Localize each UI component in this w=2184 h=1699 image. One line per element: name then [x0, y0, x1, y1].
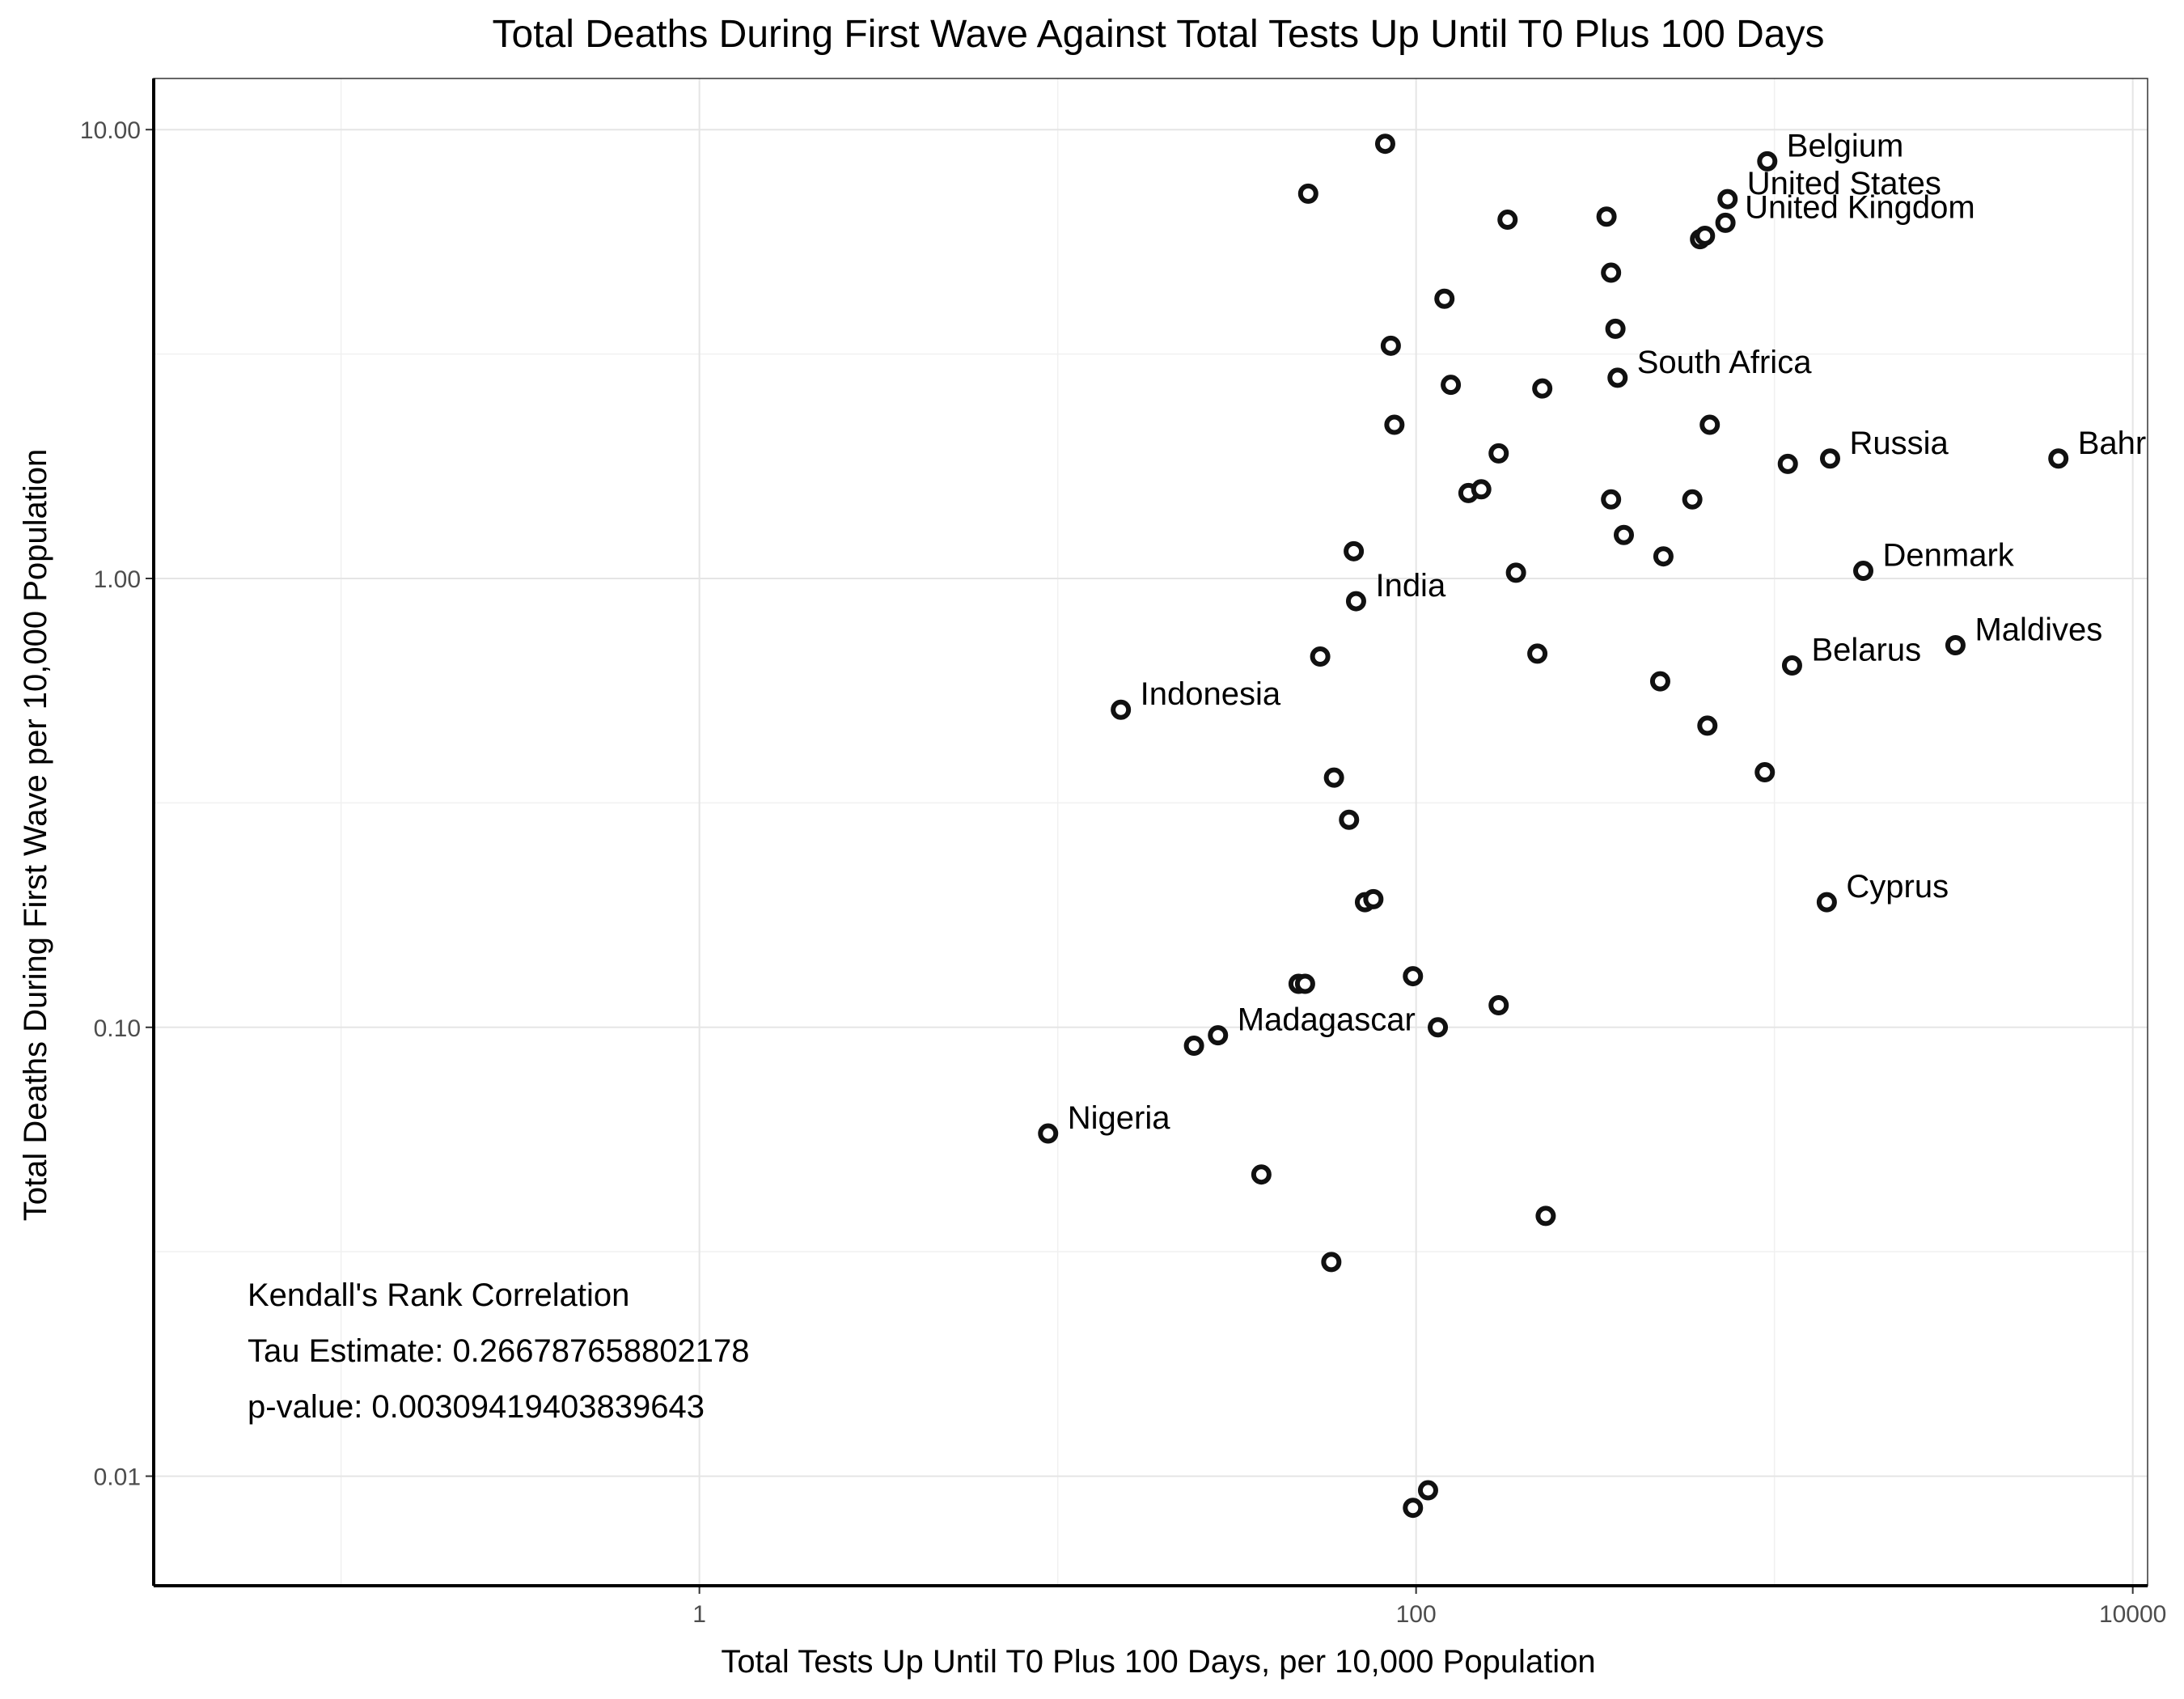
annotation-line-2: Tau Estimate: 0.266787658802178 [248, 1333, 750, 1369]
data-point [1384, 414, 1405, 435]
point-label: Maldives [1974, 612, 2102, 648]
annotation-line-1: Kendall's Rank Correlation [248, 1277, 629, 1313]
point-label: Madagascar [1238, 1002, 1416, 1038]
data-point [1441, 375, 1462, 396]
y-tick-label: 0.10 [94, 1015, 141, 1042]
annotation-line-3: p-value: 0.00309419403839643 [248, 1389, 705, 1425]
data-point [1417, 1480, 1438, 1501]
data-point [1505, 562, 1526, 583]
data-point [1403, 966, 1424, 987]
data-point [1321, 1252, 1342, 1273]
data-point [1695, 225, 1716, 246]
data-point [1251, 1164, 1272, 1185]
data-point [1699, 414, 1721, 435]
data-point [1038, 1123, 1059, 1144]
x-tick-label: 10000 [2099, 1601, 2166, 1628]
data-point [1310, 646, 1331, 667]
data-points [1038, 133, 2069, 1519]
data-point [1649, 671, 1670, 692]
data-point [1374, 133, 1395, 155]
point-label: Bahr [2078, 426, 2147, 461]
data-point [1945, 635, 1966, 656]
data-point [1777, 453, 1798, 474]
data-point [1613, 524, 1634, 545]
data-point [1596, 206, 1617, 227]
data-point [1819, 448, 1840, 469]
data-point [1653, 546, 1674, 567]
data-point [1757, 150, 1778, 172]
data-point [1323, 767, 1344, 788]
data-point [1527, 643, 1548, 664]
data-point [1434, 288, 1455, 309]
data-point [1715, 212, 1736, 233]
data-point [1781, 655, 1802, 676]
point-label: South Africa [1637, 345, 1812, 380]
data-point [1363, 888, 1384, 909]
data-point [2048, 448, 2069, 469]
data-point [1344, 540, 1365, 561]
point-label: Belarus [1811, 633, 1921, 668]
point-label: Indonesia [1141, 676, 1281, 712]
data-point [1853, 561, 1874, 582]
data-point [1471, 479, 1492, 500]
y-tick-label: 10.00 [80, 117, 141, 144]
data-point [1345, 591, 1366, 612]
y-tick-label: 1.00 [94, 566, 141, 593]
point-label: Cyprus [1846, 869, 1949, 905]
data-point [1208, 1025, 1229, 1046]
data-point [1816, 892, 1837, 913]
point-label: United Kingdom [1745, 189, 1975, 225]
x-tick-label: 1 [692, 1601, 706, 1628]
point-label: Russia [1849, 426, 1949, 461]
data-point [1607, 367, 1628, 388]
data-point [1297, 183, 1318, 204]
data-point [1682, 489, 1703, 510]
grid-lines [154, 78, 2148, 1586]
data-point [1380, 335, 1401, 356]
point-label: Belgium [1787, 128, 1904, 163]
data-point [1605, 318, 1626, 339]
data-point [1294, 973, 1315, 994]
data-point [1717, 189, 1738, 210]
data-point [1183, 1036, 1204, 1057]
point-label: United States [1747, 166, 1941, 201]
data-point [1754, 762, 1776, 783]
data-point [1403, 1498, 1424, 1519]
data-point [1532, 378, 1553, 399]
x-axis-title: Total Tests Up Until T0 Plus 100 Days, p… [721, 1644, 1595, 1680]
chart-title: Total Deaths During First Wave Against T… [493, 13, 1825, 56]
data-point [1428, 1017, 1449, 1038]
y-tick-label: 0.01 [94, 1464, 141, 1491]
x-tick-label: 100 [1396, 1601, 1437, 1628]
y-axis-title: Total Deaths During First Wave per 10,00… [18, 449, 53, 1222]
point-label: Denmark [1883, 538, 2015, 574]
data-point [1488, 443, 1509, 464]
data-point [1488, 994, 1509, 1015]
correlation-annotation: Kendall's Rank Correlation Tau Estimate:… [248, 1277, 750, 1425]
data-point [1535, 1205, 1556, 1227]
data-point [1601, 262, 1622, 283]
axis-ticks: 1 100 10000 0.01 0.10 1.00 10.00 [80, 117, 2166, 1628]
data-point [1497, 210, 1518, 231]
data-point [1697, 715, 1718, 736]
point-label: India [1375, 568, 1445, 604]
data-point [1111, 699, 1132, 720]
data-point [1601, 489, 1622, 510]
point-label: Nigeria [1068, 1100, 1170, 1136]
data-point [1339, 809, 1360, 830]
